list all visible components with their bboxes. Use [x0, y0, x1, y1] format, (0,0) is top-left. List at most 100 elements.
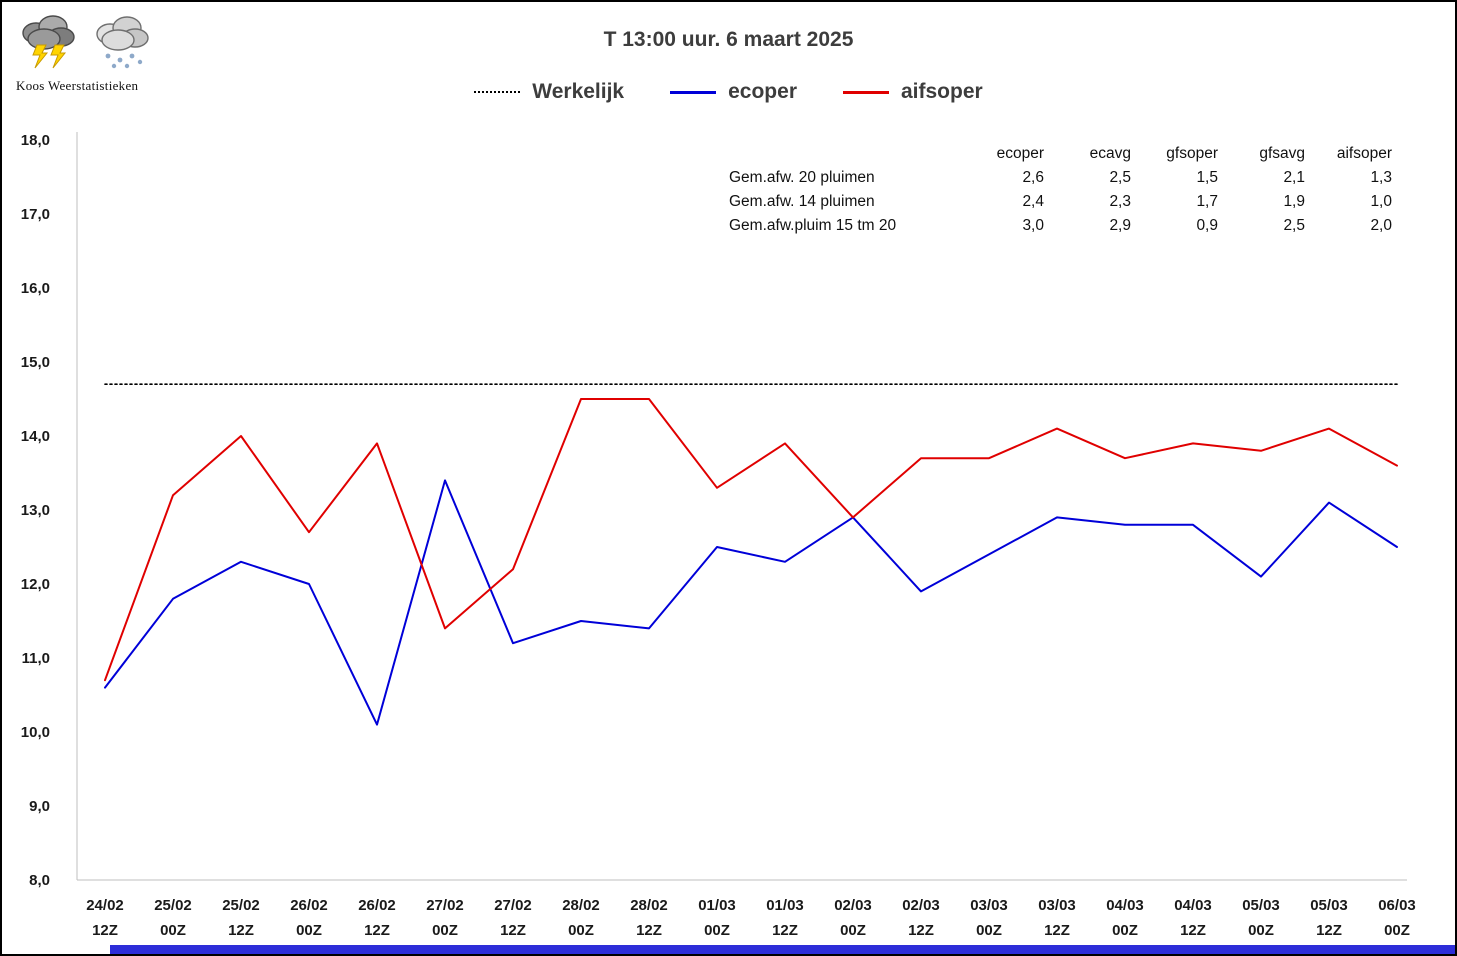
x-tick-time-label: 00Z	[296, 922, 322, 939]
legend-item-ecoper: ecoper	[670, 80, 797, 104]
stats-column-header: gfsoper	[1166, 145, 1218, 162]
x-tick-date-label: 26/02	[358, 897, 396, 914]
stats-row-label: Gem.afw. 14 pluimen	[729, 193, 875, 210]
x-tick-date-label: 24/02	[86, 897, 124, 914]
x-tick-time-label: 00Z	[840, 922, 866, 939]
x-tick-time-label: 00Z	[1384, 922, 1410, 939]
stats-value-cell: 1,3	[1370, 169, 1392, 186]
x-tick-date-label: 04/03	[1174, 897, 1212, 914]
stats-value-cell: 2,9	[1109, 217, 1131, 234]
x-tick-time-label: 12Z	[228, 922, 254, 939]
stats-value-cell: 1,9	[1283, 193, 1305, 210]
brand: Koos Weerstatistieken	[16, 12, 154, 94]
legend-item-aifsoper: aifsoper	[843, 80, 983, 104]
x-tick-date-label: 03/03	[970, 897, 1008, 914]
stats-value-cell: 1,0	[1370, 193, 1392, 210]
legend-item-werkelijk: Werkelijk	[474, 80, 624, 104]
x-tick-time-label: 00Z	[1248, 922, 1274, 939]
y-tick-label: 10,0	[21, 724, 50, 741]
stats-column-header: aifsoper	[1336, 145, 1392, 162]
aifsoper-line-swatch	[843, 90, 889, 94]
stats-value-cell: 2,4	[1022, 193, 1044, 210]
stats-row-label: Gem.afw.pluim 15 tm 20	[729, 217, 897, 234]
stats-value-cell: 2,0	[1370, 217, 1392, 234]
snow-cloud-icon	[96, 16, 149, 69]
y-tick-label: 16,0	[21, 280, 50, 297]
x-tick-date-label: 27/02	[426, 897, 464, 914]
y-tick-label: 11,0	[22, 650, 50, 667]
brand-name: Koos Weerstatistieken	[16, 78, 139, 93]
x-tick-time-label: 12Z	[364, 922, 390, 939]
x-tick-date-label: 02/03	[834, 897, 872, 914]
legend-label-werkelijk: Werkelijk	[532, 80, 625, 103]
stats-value-cell: 2,5	[1109, 169, 1131, 186]
y-tick-label: 14,0	[21, 428, 50, 445]
stats-row-label: Gem.afw. 20 pluimen	[729, 169, 875, 186]
x-tick-time-label: 00Z	[568, 922, 594, 939]
legend-label-aifsoper: aifsoper	[901, 80, 983, 103]
stats-column-header: ecoper	[996, 145, 1044, 162]
y-tick-label: 12,0	[21, 576, 50, 593]
ecoper-line-swatch	[670, 90, 717, 94]
brand-icons	[16, 12, 154, 70]
stats-corner-cell	[729, 142, 957, 166]
x-tick-time-label: 00Z	[976, 922, 1002, 939]
stats-value-cell: 0,9	[1196, 217, 1218, 234]
x-tick-date-label: 05/03	[1242, 897, 1280, 914]
y-tick-label: 17,0	[21, 206, 50, 223]
stats-value-cell: 2,6	[1022, 169, 1044, 186]
x-tick-time-label: 00Z	[432, 922, 458, 939]
y-tick-label: 13,0	[21, 502, 50, 519]
stats-row: Gem.afw. 14 pluimen 2,4 2,3 1,7 1,9 1,0	[729, 190, 1392, 214]
y-tick-label: 18,0	[21, 132, 50, 149]
stats-row: Gem.afw. 20 pluimen 2,6 2,5 1,5 2,1 1,3	[729, 166, 1392, 190]
x-tick-date-label: 06/03	[1378, 897, 1416, 914]
stats-value-cell: 2,5	[1283, 217, 1305, 234]
legend-label-ecoper: ecoper	[728, 80, 797, 103]
x-tick-time-label: 12Z	[772, 922, 798, 939]
stats-value-cell: 2,3	[1109, 193, 1131, 210]
x-tick-date-label: 01/03	[766, 897, 804, 914]
x-tick-date-label: 26/02	[290, 897, 328, 914]
stats-value-cell: 3,0	[1022, 217, 1044, 234]
horizontal-scrollbar-thumb[interactable]	[110, 945, 1455, 954]
x-tick-date-label: 02/03	[902, 897, 940, 914]
stats-column-header: gfsavg	[1259, 145, 1305, 162]
stats-header-row: ecoper ecavg gfsoper gfsavg aifsoper	[729, 142, 1392, 166]
x-tick-time-label: 12Z	[908, 922, 934, 939]
werkelijk-line-swatch	[474, 91, 521, 93]
stats-row: Gem.afw.pluim 15 tm 20 3,0 2,9 0,9 2,5 2,0	[729, 214, 1392, 238]
x-tick-time-label: 12Z	[636, 922, 662, 939]
x-tick-date-label: 05/03	[1310, 897, 1348, 914]
y-tick-label: 9,0	[29, 798, 50, 815]
stats-value-cell: 1,7	[1196, 193, 1218, 210]
series-line-aifsoper	[104, 398, 1398, 682]
x-tick-date-label: 04/03	[1106, 897, 1144, 914]
x-tick-time-label: 12Z	[500, 922, 526, 939]
x-tick-time-label: 12Z	[1316, 922, 1342, 939]
stats-value-cell: 1,5	[1196, 169, 1218, 186]
x-tick-time-label: 00Z	[704, 922, 730, 939]
x-tick-date-label: 03/03	[1038, 897, 1076, 914]
legend: Werkelijk ecoper aifsoper	[2, 80, 1455, 104]
y-tick-label: 15,0	[21, 354, 50, 371]
x-tick-time-label: 12Z	[92, 922, 118, 939]
stats-table: ecoper ecavg gfsoper gfsavg aifsoper Gem.afw.…	[729, 142, 1392, 238]
x-tick-date-label: 25/02	[154, 897, 192, 914]
x-tick-date-label: 28/02	[562, 897, 600, 914]
stats-value-cell: 2,1	[1283, 169, 1305, 186]
x-tick-date-label: 25/02	[222, 897, 260, 914]
series-line-ecoper	[104, 479, 1398, 726]
x-tick-time-label: 12Z	[1044, 922, 1070, 939]
storm-cloud-icon	[22, 15, 75, 69]
page-title: T 13:00 uur. 6 maart 2025	[603, 28, 854, 51]
x-tick-date-label: 01/03	[698, 897, 736, 914]
stats-column-header: ecavg	[1089, 145, 1131, 162]
y-tick-label: 8,0	[29, 872, 50, 889]
x-tick-date-label: 27/02	[494, 897, 532, 914]
x-tick-time-label: 12Z	[1180, 922, 1206, 939]
x-tick-time-label: 00Z	[1112, 922, 1138, 939]
x-tick-date-label: 28/02	[630, 897, 668, 914]
